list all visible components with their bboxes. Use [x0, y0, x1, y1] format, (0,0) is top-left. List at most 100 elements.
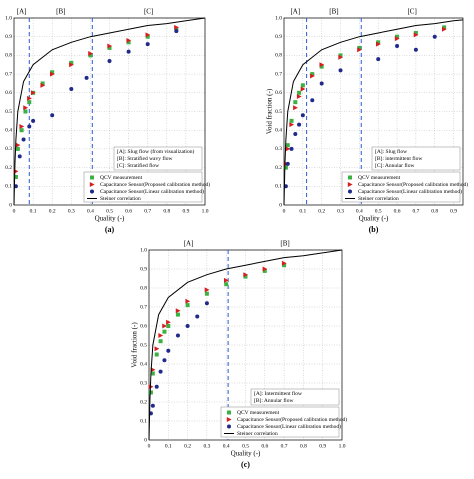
marker-triangle	[40, 82, 46, 88]
y-tick-label: 1.0	[140, 247, 147, 253]
marker-triangle	[145, 32, 151, 38]
x-tick-label: 0.3	[337, 208, 344, 214]
marker-triangle	[289, 122, 295, 128]
y-tick-label: 0.4	[140, 361, 147, 367]
marker-triangle	[88, 51, 93, 57]
marker-triangle	[158, 333, 164, 338]
marker-triangle	[185, 298, 191, 304]
marker-triangle	[27, 95, 32, 101]
marker-triangle	[262, 266, 268, 272]
marker-square	[27, 100, 32, 105]
marker-square	[162, 329, 167, 334]
plot-frame	[148, 249, 343, 441]
correlation-line	[283, 19, 464, 206]
marker-circle	[310, 98, 315, 103]
legend-box	[220, 406, 340, 438]
marker-circle	[126, 49, 131, 54]
region-legend-label: [A]: Slug flow (from visualization)	[117, 148, 194, 155]
x-tick-label: 0.2	[184, 443, 191, 449]
marker-triangle	[338, 54, 344, 60]
legend-label: Capacitance Sensor(Linear calibration me…	[237, 423, 341, 430]
region-legend-label: [C]: Annular flow	[375, 162, 414, 169]
legend-label: QCV measurement	[358, 175, 401, 181]
y-tick-label: 0.3	[275, 146, 282, 152]
marker-circle	[195, 314, 200, 319]
y-tick-label: 0.5	[140, 342, 147, 348]
y-tick-label: 0.6	[275, 90, 282, 96]
marker-square	[15, 146, 20, 151]
marker-square	[19, 128, 24, 133]
plot-frame	[13, 17, 206, 206]
marker-circle	[27, 124, 32, 129]
y-tick-label: 0.2	[5, 165, 12, 171]
marker-square	[348, 175, 352, 180]
marker-triangle	[394, 36, 400, 42]
x-tick-label: 1.0	[202, 208, 209, 214]
y-tick-label: 0.3	[140, 380, 147, 386]
x-tick-label: 0.6	[125, 208, 132, 214]
marker-circle	[319, 81, 324, 86]
legend-label: QCV measurement	[237, 410, 280, 416]
y-tick-label: 1.0	[275, 15, 282, 21]
x-tick-label: 0.6	[394, 208, 401, 214]
region-label: [B]	[280, 240, 289, 248]
legend-label: Capacitance Sensor(Proposed calibration …	[237, 416, 347, 423]
marker-triangle	[296, 94, 302, 100]
marker-triangle	[347, 182, 353, 187]
marker-circle	[432, 34, 437, 39]
marker-square	[166, 324, 171, 328]
y-axis-label: Void fraction (-)	[266, 88, 274, 134]
marker-square	[23, 109, 28, 114]
panel-label: (a)	[105, 225, 115, 234]
legend-label: Steiner correlation	[237, 431, 278, 437]
marker-circle	[162, 358, 167, 363]
marker-square	[204, 291, 209, 296]
y-tick-label: 0.2	[275, 165, 282, 171]
y-tick-label: 0.1	[140, 418, 147, 424]
marker-square	[107, 45, 112, 50]
marker-triangle	[166, 319, 171, 325]
marker-square	[262, 268, 267, 273]
y-tick-label: 0.2	[140, 399, 147, 405]
x-tick-label: 0.1	[165, 443, 172, 449]
region-label: [A]	[17, 8, 27, 16]
y-tick-label: 0.6	[140, 323, 147, 329]
x-tick-label: 0	[283, 208, 286, 214]
x-axis-label: Quality (-)	[359, 215, 389, 223]
marker-triangle	[126, 37, 132, 43]
marker-triangle	[300, 86, 306, 92]
legend-label: Capacitance Sensor(Proposed calibration …	[100, 181, 210, 188]
marker-triangle	[319, 62, 325, 68]
marker-circle	[348, 189, 352, 194]
region-legend-label: [B]: intermittent flow	[375, 155, 422, 162]
y-tick-label: 0.9	[5, 34, 12, 40]
region-legend-label: [A]: Slug flow	[375, 148, 407, 155]
marker-circle	[150, 403, 155, 408]
region-label: [B]	[56, 8, 65, 16]
marker-square	[289, 118, 294, 123]
marker-circle	[175, 333, 180, 338]
marker-triangle	[30, 90, 36, 96]
marker-square	[227, 410, 231, 415]
marker-square	[338, 53, 343, 58]
x-tick-label: 1.0	[339, 443, 346, 449]
marker-circle	[145, 42, 150, 47]
region-label: [C]	[144, 8, 153, 16]
marker-triangle	[243, 272, 249, 278]
y-tick-label: 0.8	[5, 53, 12, 59]
marker-square	[376, 40, 381, 45]
panel-label: (b)	[369, 225, 379, 234]
x-tick-label: 0.7	[281, 443, 288, 449]
marker-circle	[174, 29, 179, 34]
marker-square	[297, 90, 302, 95]
x-tick-label: 0.2	[318, 208, 325, 214]
y-tick-label: 0.9	[275, 34, 282, 40]
x-tick-label: 0.3	[203, 443, 210, 449]
marker-square	[293, 100, 298, 105]
marker-circle	[395, 44, 400, 49]
marker-circle	[90, 189, 94, 194]
x-tick-label: 0.6	[261, 443, 268, 449]
marker-square	[224, 282, 229, 287]
x-tick-label: 0.4	[223, 443, 230, 449]
